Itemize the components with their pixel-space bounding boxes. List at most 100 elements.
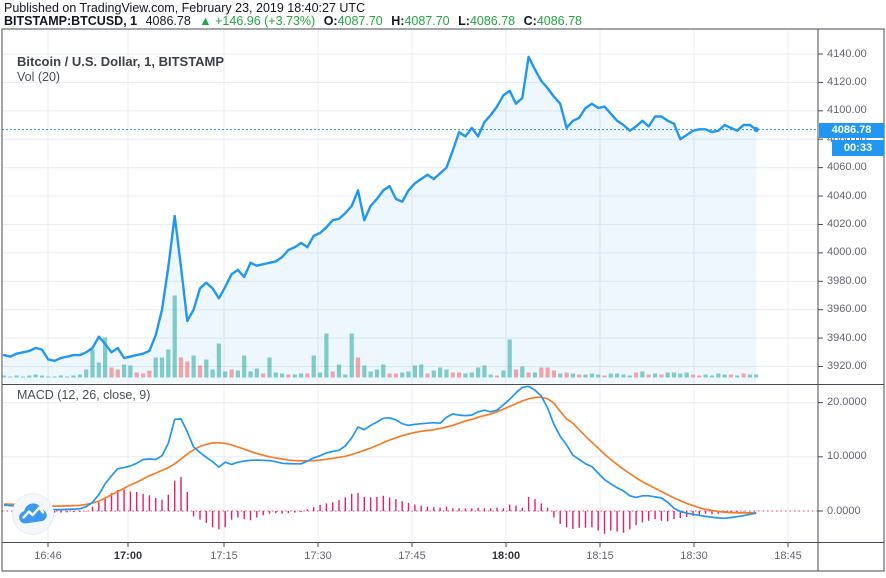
volume-bar: [58, 375, 63, 378]
volume-bar: [172, 295, 177, 378]
volume-bar: [20, 376, 26, 378]
main-chart-legend[interactable]: Bitcoin / U.S. Dollar, 1, BITSTAMP: [17, 54, 225, 69]
volume-bar: [469, 372, 474, 378]
volume-bar: [153, 357, 158, 378]
volume-bar: [65, 376, 70, 378]
volume-bar: [431, 370, 436, 378]
price-change: +146.96 (+3.73%): [215, 14, 316, 28]
volume-bar: [159, 357, 165, 378]
last-price: 4086.78: [145, 14, 191, 28]
volume-bar: [8, 376, 13, 378]
symbol-name: BITSTAMP:BTCUSD, 1: [4, 14, 138, 28]
volume-bar: [507, 339, 512, 378]
published-line: Published on TradingView.com, February 2…: [4, 1, 366, 15]
volume-bar: [501, 370, 506, 378]
volume-bar: [311, 355, 316, 378]
volume-bar: [406, 371, 411, 378]
volume-bar: [299, 373, 304, 378]
volume-bar: [735, 375, 740, 378]
volume-bar: [71, 375, 76, 378]
volume-bar: [659, 374, 664, 378]
volume-bar: [216, 343, 221, 378]
volume-bar: [425, 373, 430, 378]
volume-bar: [494, 375, 500, 378]
volume-bar: [197, 365, 203, 378]
volume-bar: [450, 372, 455, 378]
low-value: 4086.78: [469, 14, 516, 28]
volume-bar: [349, 333, 354, 378]
volume-bar: [14, 375, 19, 378]
up-arrow-icon: ▲: [199, 14, 212, 28]
macd-legend[interactable]: MACD (12, 26, close, 9): [17, 388, 151, 402]
volume-bar: [46, 376, 51, 378]
volume-bar: [393, 373, 398, 378]
volume-bar: [646, 374, 651, 378]
volume-bar: [513, 369, 519, 378]
volume-bar: [305, 373, 310, 378]
macd-axis-label: 10.0000: [827, 450, 867, 463]
volume-bar: [577, 374, 582, 378]
volume-bar: [438, 367, 443, 378]
last-price-dot: [753, 126, 759, 133]
volume-bar: [368, 371, 373, 378]
price-axis-label: 4000.00: [827, 246, 867, 259]
volume-bar: [134, 372, 139, 378]
volume-bar: [476, 367, 481, 378]
price-line: [2, 55, 758, 362]
volume-bar: [678, 373, 683, 378]
volume-bar: [77, 374, 82, 378]
volume-bar: [374, 369, 379, 378]
macd-line: [3, 385, 757, 520]
volume-bar: [754, 374, 759, 378]
volume-bar: [583, 374, 588, 378]
time-axis-label: 18:00: [491, 550, 521, 562]
close-label: C:: [523, 14, 537, 28]
time-axis-label: 17:00: [113, 550, 143, 562]
volume-bar: [128, 365, 133, 378]
volume-bar: [330, 371, 335, 378]
volume-bar: [122, 364, 127, 378]
time-axis-label: 17:30: [304, 550, 332, 562]
volume-bar: [317, 372, 323, 378]
time-axis-label: 18:45: [774, 550, 802, 562]
price-axis-label: 4040.00: [827, 189, 867, 202]
last-price-badge: 4086.78: [819, 122, 884, 138]
tradingview-logo[interactable]: [13, 494, 53, 534]
volume-bar: [381, 364, 386, 378]
volume-legend[interactable]: Vol (20): [17, 70, 61, 84]
volume-bar: [665, 372, 670, 378]
volume-bar: [166, 349, 171, 378]
volume-bar: [33, 374, 38, 378]
volume-bar: [690, 374, 696, 378]
volume-bar: [324, 333, 329, 378]
volume-bar: [115, 369, 120, 378]
volume-bar: [147, 370, 152, 378]
price-axis-label: 3960.00: [827, 303, 867, 316]
time-axis-label: 17:15: [210, 550, 238, 562]
volume-bar: [254, 368, 259, 378]
volume-bar: [204, 359, 209, 378]
volume-bar: [444, 369, 449, 378]
volume-bar: [697, 375, 702, 378]
volume-bar: [671, 372, 677, 378]
volume-bar: [520, 366, 525, 378]
volume-bar: [608, 373, 613, 378]
volume-bar: [684, 372, 689, 378]
volume-bar: [558, 373, 563, 378]
volume-bar: [27, 375, 32, 378]
volume-bar: [634, 372, 639, 378]
volume-bar: [741, 373, 746, 378]
volume-bar: [90, 349, 95, 378]
chart-frame-border: [1, 28, 885, 572]
volume-bar: [39, 375, 44, 378]
cloud-chart-icon: [19, 503, 47, 524]
open-label: O:: [323, 14, 338, 28]
volume-bar: [52, 376, 57, 378]
price-axis-label: 4020.00: [827, 217, 867, 230]
price-axis-label: 3940.00: [827, 331, 867, 344]
volume-bar: [229, 369, 234, 378]
volume-bar: [463, 373, 468, 378]
volume-bar: [722, 374, 727, 378]
